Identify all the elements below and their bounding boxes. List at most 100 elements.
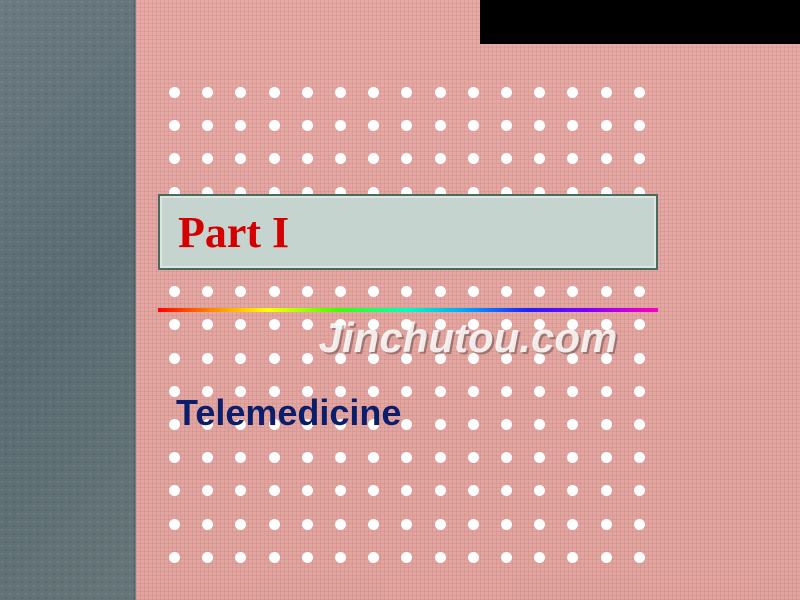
dot	[235, 87, 246, 98]
dot	[601, 87, 612, 98]
dot	[302, 452, 313, 463]
dot	[435, 552, 446, 563]
dot	[235, 485, 246, 496]
dot	[302, 353, 313, 364]
dot	[269, 87, 280, 98]
dot	[634, 386, 645, 397]
dot	[169, 485, 180, 496]
dot	[335, 485, 346, 496]
dot	[534, 120, 545, 131]
dot	[501, 485, 512, 496]
dot	[534, 485, 545, 496]
dot	[335, 552, 346, 563]
dot	[401, 319, 412, 330]
dot	[269, 519, 280, 530]
dot	[534, 419, 545, 430]
dot	[634, 519, 645, 530]
dot	[335, 353, 346, 364]
dot	[335, 519, 346, 530]
dot	[634, 353, 645, 364]
dot	[302, 552, 313, 563]
dot	[368, 485, 379, 496]
slide: Part I Telemedicine Jinchutou.com Jinchu…	[0, 0, 800, 600]
dot	[368, 120, 379, 131]
dot	[401, 87, 412, 98]
dot	[634, 485, 645, 496]
dot	[501, 87, 512, 98]
dot	[435, 452, 446, 463]
dot	[468, 386, 479, 397]
dot	[302, 153, 313, 164]
dot	[302, 319, 313, 330]
dot	[269, 485, 280, 496]
dot	[601, 419, 612, 430]
dot	[368, 153, 379, 164]
watermark-shadow: Jinchutou.com	[321, 316, 620, 364]
dot	[435, 419, 446, 430]
dot	[634, 452, 645, 463]
dot	[335, 87, 346, 98]
dot	[368, 353, 379, 364]
dot	[634, 419, 645, 430]
dot	[567, 87, 578, 98]
dot	[368, 286, 379, 297]
dot	[269, 120, 280, 131]
dot	[567, 552, 578, 563]
dot	[534, 87, 545, 98]
dot	[202, 485, 213, 496]
dot	[169, 319, 180, 330]
dot	[401, 419, 412, 430]
dot	[368, 87, 379, 98]
dot	[601, 353, 612, 364]
dot	[169, 87, 180, 98]
dot	[534, 552, 545, 563]
dot	[302, 286, 313, 297]
dot	[634, 120, 645, 131]
dot	[401, 519, 412, 530]
dot	[169, 552, 180, 563]
dot	[335, 319, 346, 330]
slide-subtitle: Telemedicine	[176, 392, 401, 434]
dot	[269, 552, 280, 563]
dot	[501, 319, 512, 330]
dot	[468, 353, 479, 364]
dot	[435, 519, 446, 530]
dot	[368, 552, 379, 563]
title-box: Part I	[158, 194, 658, 270]
dot	[601, 552, 612, 563]
dot	[335, 452, 346, 463]
dot	[534, 153, 545, 164]
dot	[202, 286, 213, 297]
dot	[634, 552, 645, 563]
dot	[567, 485, 578, 496]
dot	[202, 319, 213, 330]
dot	[601, 452, 612, 463]
dot	[435, 153, 446, 164]
dot	[202, 519, 213, 530]
dot	[534, 519, 545, 530]
dot	[169, 519, 180, 530]
watermark: Jinchutou.com Jinchutou.com	[319, 314, 618, 362]
dot	[401, 552, 412, 563]
dot	[534, 386, 545, 397]
dot	[401, 452, 412, 463]
dot	[401, 286, 412, 297]
dot	[368, 452, 379, 463]
dot	[202, 552, 213, 563]
dot	[567, 120, 578, 131]
dot	[501, 286, 512, 297]
dot	[235, 286, 246, 297]
dot	[501, 419, 512, 430]
dot	[501, 353, 512, 364]
dot	[601, 286, 612, 297]
dot	[335, 153, 346, 164]
dot	[468, 120, 479, 131]
left-sidebar	[0, 0, 136, 600]
dot	[634, 87, 645, 98]
dot	[235, 519, 246, 530]
dot	[235, 120, 246, 131]
dot	[468, 319, 479, 330]
dot	[601, 485, 612, 496]
main-panel: Part I Telemedicine Jinchutou.com Jinchu…	[136, 0, 800, 600]
dot	[235, 319, 246, 330]
